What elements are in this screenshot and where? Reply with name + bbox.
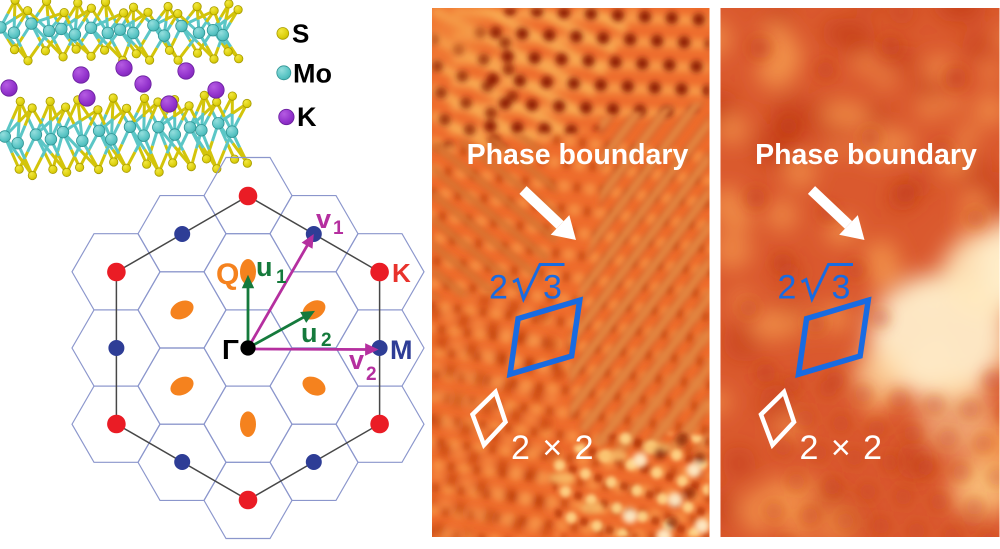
svg-text:1: 1 [276, 267, 287, 288]
svg-text:2: 2 [366, 364, 377, 385]
svg-text:Phase boundary: Phase boundary [467, 139, 689, 171]
svg-text:2: 2 [778, 269, 797, 307]
svg-text:u: u [256, 252, 273, 282]
svg-text:2: 2 [321, 330, 332, 351]
svg-text:u: u [301, 318, 318, 348]
svg-text:Phase boundary: Phase boundary [755, 139, 977, 171]
svg-text:3: 3 [543, 269, 562, 307]
svg-text:Γ: Γ [222, 334, 239, 365]
svg-text:K: K [297, 102, 317, 132]
svg-text:v: v [316, 204, 331, 234]
svg-text:K: K [392, 258, 411, 288]
svg-text:M: M [390, 335, 413, 365]
svg-text:Q: Q [216, 258, 239, 291]
svg-text:2 × 2: 2 × 2 [800, 429, 884, 467]
svg-text:1: 1 [333, 218, 344, 239]
svg-text:2: 2 [489, 269, 508, 307]
svg-text:S: S [292, 18, 309, 48]
svg-text:Mo: Mo [293, 58, 332, 88]
svg-text:2 × 2: 2 × 2 [511, 429, 595, 467]
svg-text:3: 3 [832, 269, 851, 307]
svg-text:v: v [349, 345, 364, 375]
